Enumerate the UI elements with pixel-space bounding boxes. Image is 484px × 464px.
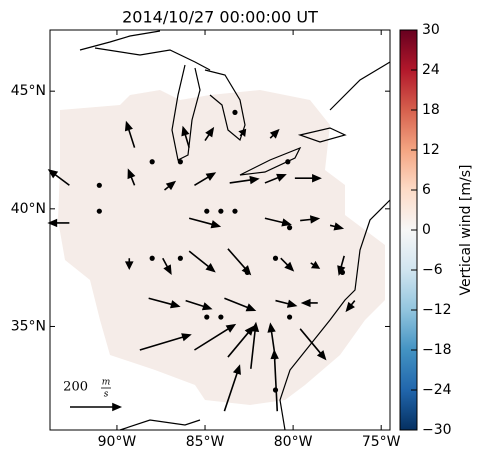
wind-vector — [204, 126, 215, 142]
wind-vector — [264, 217, 292, 227]
wind-vector — [300, 215, 321, 224]
wind-vector — [47, 169, 70, 186]
wind-vector-dot — [286, 225, 293, 231]
y-tick-label: 45°N — [11, 83, 46, 99]
wind-vector — [185, 299, 213, 311]
chart-title: 2014/10/27 00:00:00 UT — [122, 8, 318, 27]
x-tick-label: 80°W — [274, 434, 313, 450]
wind-vector — [194, 323, 237, 351]
wind-vector — [275, 299, 298, 308]
data-domain — [58, 90, 385, 405]
wind-vector-dot — [244, 269, 250, 275]
wind-vector — [329, 222, 345, 231]
colorbar-tick-label: 24 — [422, 62, 440, 78]
wind-vector — [238, 128, 247, 137]
wind-vector-dot — [96, 182, 102, 188]
wind-vector-dot — [339, 269, 346, 275]
wind-vector-dot — [285, 159, 291, 165]
wind-vector — [250, 321, 260, 369]
colorbar-tick-label: −24 — [422, 382, 452, 398]
wind-vector — [194, 172, 217, 186]
wind-vector — [345, 300, 356, 313]
wind-vector — [164, 180, 177, 191]
wind-vector — [188, 217, 222, 229]
x-tick-label: 90°W — [98, 434, 137, 450]
key-unit-bottom: s — [104, 390, 109, 400]
wind-vector — [181, 125, 190, 148]
colorbar-tick-label: −6 — [422, 262, 443, 278]
wind-vector-dot — [232, 208, 238, 214]
wind-vector — [264, 173, 287, 184]
colorbar-tick-label: 18 — [422, 102, 440, 118]
wind-vector-dot — [204, 208, 210, 214]
key-unit-top: m — [102, 378, 111, 388]
colorbar-tick-label: −18 — [422, 342, 452, 358]
wind-vector — [310, 260, 321, 269]
wind-vector-dot — [177, 255, 183, 261]
y-tick-label: 40°N — [11, 201, 46, 217]
x-tick-label: 85°W — [186, 434, 225, 450]
colorbar-tick-label: 12 — [422, 142, 440, 158]
wind-vector — [299, 328, 327, 361]
wind-vector — [188, 250, 216, 273]
wind-vector-dot — [96, 208, 102, 214]
key-arrow — [70, 402, 123, 412]
wind-vector — [47, 218, 70, 228]
wind-vector — [124, 258, 134, 271]
colorbar-tick-label: −12 — [422, 302, 452, 318]
wind-vector — [300, 298, 318, 308]
wind-vector — [162, 257, 172, 276]
colorbar-tick-label: 6 — [422, 182, 431, 198]
wind-vector — [294, 174, 322, 183]
wind-vector-dot — [272, 387, 279, 393]
wind-vector — [280, 257, 295, 272]
wind-vector-dot — [218, 208, 224, 214]
wind-vector-dot — [218, 314, 224, 320]
wind-vector-dot — [272, 255, 279, 261]
colorbar-tick-label: 0 — [422, 222, 431, 238]
colorbar-tick-label: 30 — [422, 22, 440, 38]
wind-vector — [229, 175, 260, 185]
coastlines — [79, 30, 391, 431]
wind-vector — [148, 297, 181, 309]
x-tick-label: 75°W — [362, 434, 401, 450]
wind-vector — [139, 333, 192, 351]
wind-vector-dot — [149, 159, 155, 165]
wind-vector-dot — [232, 109, 238, 115]
wind-vector — [223, 364, 241, 412]
wind-vector — [269, 128, 280, 139]
colorbar-label: Vertical wind [m/s] — [458, 165, 474, 296]
wind-vector — [224, 297, 257, 312]
y-tick-label: 35°N — [11, 318, 46, 334]
colorbar-tick-label: −30 — [422, 422, 452, 438]
wind-vector — [270, 349, 279, 412]
key-value: 200 — [63, 380, 88, 395]
wind-vector-dot — [204, 314, 210, 320]
wind-vector-dot — [286, 314, 293, 320]
wind-vector — [127, 168, 136, 186]
wind-vector-dot — [149, 255, 155, 261]
map-frame — [49, 29, 391, 431]
wind-vector — [124, 120, 136, 148]
wind-vector-dot — [177, 159, 183, 165]
